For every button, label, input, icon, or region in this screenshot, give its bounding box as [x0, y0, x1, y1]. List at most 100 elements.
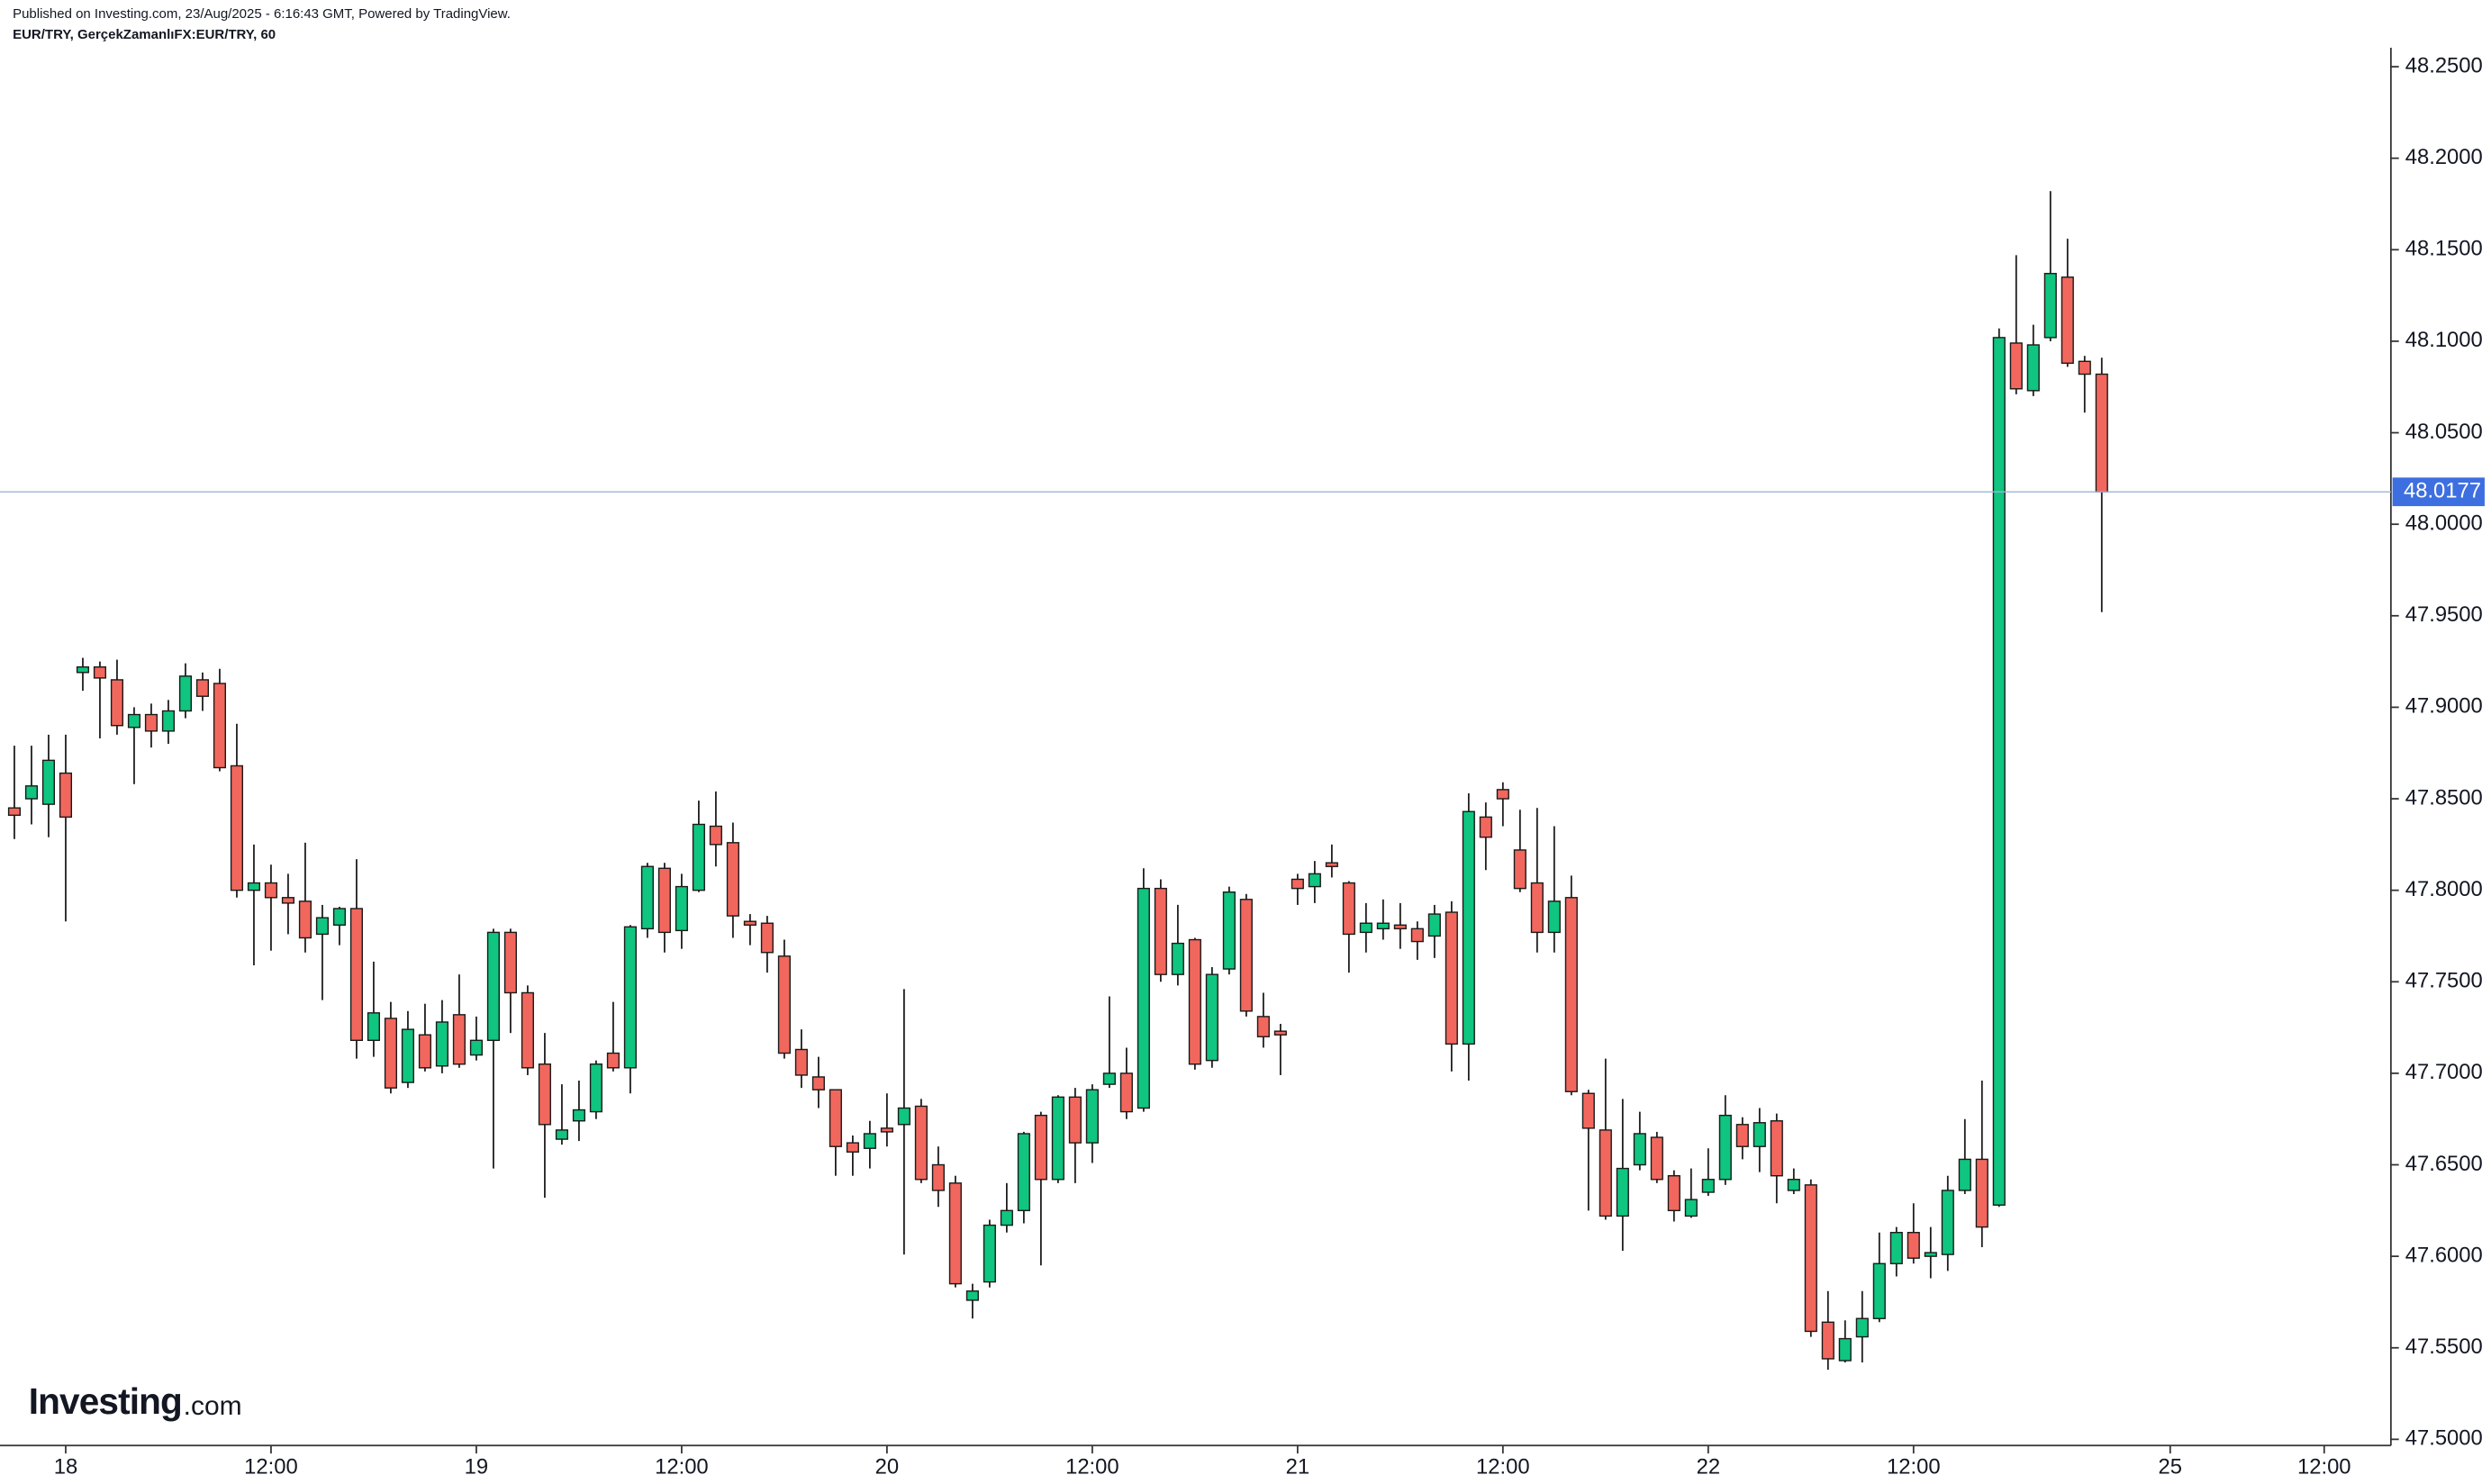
candle-body: [1530, 882, 1544, 934]
candle-body: [1684, 1199, 1698, 1217]
candle-body: [1821, 1321, 1834, 1360]
candle-body: [435, 1021, 448, 1067]
candle-body: [1445, 911, 1458, 1045]
x-tick-label: 22: [1697, 1454, 1720, 1479]
candle-body: [2095, 373, 2108, 493]
y-tick-label: 47.7500: [2405, 969, 2483, 993]
candle-body: [863, 1133, 876, 1149]
candle-body: [1410, 928, 1424, 943]
candle-body: [846, 1142, 859, 1153]
candle-body: [914, 1105, 928, 1181]
candle-body: [589, 1063, 602, 1113]
candle-body: [264, 882, 277, 899]
candle-body: [1941, 1190, 1954, 1255]
chart-title: EUR/TRY, GerçekZamanlıFX:EUR/TRY, 60: [13, 27, 276, 42]
candle-body: [1924, 1252, 1937, 1257]
candle-body: [1154, 887, 1167, 975]
candle-body: [675, 885, 688, 932]
candle-body: [7, 807, 22, 817]
candle-body: [1616, 1167, 1629, 1217]
y-tick-label: 48.0500: [2405, 420, 2483, 444]
y-tick-label: 47.6500: [2405, 1152, 2483, 1176]
candle-body: [418, 1034, 431, 1069]
candle-body: [469, 1039, 483, 1056]
y-tick-label: 47.8000: [2405, 877, 2483, 901]
candle-body: [1051, 1096, 1064, 1181]
candle-body: [1479, 816, 1492, 838]
candle-body: [401, 1028, 414, 1083]
candle-body: [349, 908, 363, 1042]
candle-body: [1547, 900, 1561, 934]
candle-body: [606, 1052, 620, 1069]
y-tick-label: 48.2000: [2405, 145, 2483, 169]
candle-body: [1753, 1122, 1766, 1147]
candle-body: [76, 666, 90, 674]
candle-body: [1342, 882, 1355, 936]
y-tick-label: 48.1000: [2405, 328, 2483, 352]
candle-body: [709, 825, 722, 846]
candle-body: [93, 666, 107, 679]
candle-body: [452, 1014, 466, 1065]
candle-body: [247, 882, 260, 891]
last-price-badge: [2392, 477, 2485, 507]
candle-body: [829, 1089, 842, 1147]
x-tick-label: 12:00: [244, 1454, 298, 1479]
candle-body: [1205, 973, 1218, 1062]
candle-body: [1838, 1337, 1852, 1362]
candle-body: [281, 897, 294, 904]
y-tick-label: 47.5000: [2405, 1426, 2483, 1451]
candle-body: [1325, 862, 1338, 867]
candle-body: [332, 908, 346, 926]
candle-body: [1222, 891, 1236, 970]
candle-body: [1034, 1114, 1047, 1181]
candle-body: [657, 867, 671, 934]
candle-body: [1359, 922, 1372, 934]
candle-body: [178, 675, 193, 712]
candle-body: [1239, 899, 1253, 1012]
published-note: Published on Investing.com, 23/Aug/2025 …: [13, 6, 511, 22]
candle-body: [1872, 1262, 1886, 1319]
candle-body: [572, 1108, 585, 1122]
candle-body: [2009, 342, 2023, 390]
candle-body: [1427, 913, 1441, 937]
candle-body: [1308, 873, 1321, 888]
candle-body: [1992, 337, 2006, 1206]
candle-body: [1804, 1184, 1817, 1333]
y-tick-label: 48.0000: [2405, 511, 2483, 535]
candle-body: [1735, 1124, 1749, 1147]
candle-body: [760, 922, 774, 954]
y-tick-label: 47.9500: [2405, 602, 2483, 627]
candle-body: [315, 917, 329, 936]
candle-body: [1958, 1158, 1971, 1191]
candle-body: [1513, 849, 1526, 890]
candle-body: [2043, 273, 2057, 339]
candle-body: [1137, 887, 1150, 1109]
candle-body: [555, 1129, 568, 1140]
candle-body: [538, 1063, 551, 1126]
logo-suffix: .com: [184, 1391, 242, 1421]
candle-body: [948, 1182, 962, 1285]
candle-body: [110, 679, 124, 727]
y-tick-label: 47.7000: [2405, 1060, 2483, 1084]
candle-body: [1907, 1232, 1920, 1259]
candle-body: [24, 785, 39, 800]
last-price-label: 48.0177: [2404, 479, 2481, 503]
plot-area: [0, 191, 2391, 1371]
candle-body: [1068, 1096, 1082, 1144]
candle-body: [230, 765, 243, 891]
y-tick-label: 47.9000: [2405, 694, 2483, 719]
candle-body: [726, 842, 739, 917]
candle-body: [486, 931, 500, 1042]
candle-body: [743, 920, 756, 926]
candle-body: [367, 1012, 380, 1042]
candle-body: [161, 710, 176, 732]
candle-body: [213, 683, 226, 769]
candle-body: [1889, 1232, 1903, 1264]
x-tick-label: 20: [875, 1454, 899, 1479]
candle-body: [2026, 344, 2040, 392]
candle-body: [503, 931, 517, 994]
candle-body: [1633, 1133, 1646, 1166]
x-tick-label: 21: [1286, 1454, 1309, 1479]
